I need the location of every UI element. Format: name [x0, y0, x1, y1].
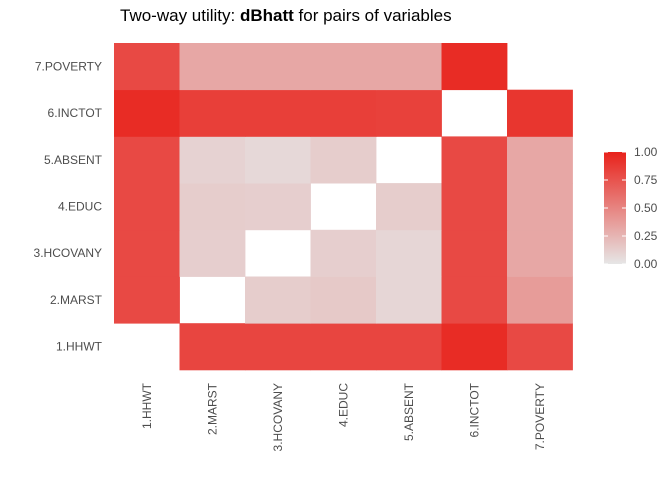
heatmap-cell-3.HCOVANY-2.MARST [179, 229, 246, 277]
heatmap-cell-3.HCOVANY-6.INCTOT [441, 229, 508, 277]
chart-title-metric: dBhatt [239, 6, 294, 25]
legend-tick-label: 0.00 [634, 257, 658, 271]
heatmap-cell-2.MARST-4.EDUC [310, 276, 377, 324]
x-tick-label: 3.HCOVANY [271, 383, 285, 451]
heatmap-cell-6.INCTOT-2.MARST [179, 89, 246, 137]
x-tick-label: 5.ABSENT [402, 382, 416, 441]
heatmap-cell-4.EDUC-5.ABSENT [376, 183, 442, 231]
x-tick-label: 6.INCTOT [467, 382, 481, 437]
heatmap-cells [114, 43, 573, 371]
y-tick-label: 3.HCOVANY [34, 246, 102, 260]
heatmap-cell-5.ABSENT-7.POVERTY [507, 136, 573, 184]
heatmap-cell-6.INCTOT-4.EDUC [310, 89, 377, 137]
heatmap-cell-5.ABSENT-2.MARST [179, 136, 246, 184]
y-tick-label: 6.INCTOT [48, 106, 103, 120]
heatmap-cell-6.INCTOT-7.POVERTY [507, 89, 573, 137]
y-axis-tick-labels: 1.HHWT 2.MARST 3.HCOVANY 4.EDUC 5.ABSENT 6.IN… [34, 59, 103, 353]
heatmap-cell-1.HHWT-2.MARST [179, 323, 246, 371]
heatmap-cell-1.HHWT-4.EDUC [310, 323, 377, 371]
heatmap-cell-4.EDUC-2.MARST [179, 183, 246, 231]
heatmap-cell-1.HHWT-6.INCTOT [441, 323, 508, 371]
heatmap-cell-7.POVERTY-3.HCOVANY [245, 43, 311, 91]
heatmap-cell-7.POVERTY-5.ABSENT [376, 43, 442, 91]
legend-tick-label: 0.75 [634, 173, 658, 187]
x-tick-label: 2.MARST [205, 382, 219, 435]
chart-title: Two-way utility: dBhatt for pairs of var… [120, 6, 452, 26]
heatmap-cell-3.HCOVANY-7.POVERTY [507, 229, 573, 277]
heatmap-cell-4.EDUC-7.POVERTY [507, 183, 573, 231]
heatmap-cell-5.ABSENT-3.HCOVANY [245, 136, 311, 184]
legend-tick-label: 0.50 [634, 201, 658, 215]
heatmap-cell-2.MARST-7.POVERTY [507, 276, 573, 324]
y-tick-label: 5.ABSENT [44, 153, 103, 167]
heatmap-cell-3.HCOVANY-1.HHWT [114, 229, 180, 277]
heatmap-cell-6.INCTOT-1.HHWT [114, 89, 180, 137]
heatmap-cell-1.HHWT-7.POVERTY [507, 323, 573, 371]
heatmap-cell-3.HCOVANY-5.ABSENT [376, 229, 442, 277]
heatmap-cell-4.EDUC-1.HHWT [114, 183, 180, 231]
heatmap-cell-7.POVERTY-4.EDUC [310, 43, 377, 91]
heatmap-cell-2.MARST-3.HCOVANY [245, 276, 311, 324]
legend-tick-label: 1.00 [634, 145, 658, 159]
heatmap-cell-2.MARST-1.HHWT [114, 276, 180, 324]
legend-colorbar [604, 152, 626, 264]
heatmap-cell-7.POVERTY-2.MARST [179, 43, 246, 91]
x-tick-label: 4.EDUC [336, 383, 350, 427]
chart-title-suffix: for pairs of variables [293, 6, 452, 25]
y-tick-label: 1.HHWT [56, 340, 103, 354]
chart-title-prefix: Two-way utility: [120, 6, 240, 25]
heatmap-cell-1.HHWT-3.HCOVANY [245, 323, 311, 371]
heatmap-cell-2.MARST-6.INCTOT [441, 276, 508, 324]
y-tick-label: 4.EDUC [58, 199, 102, 213]
heatmap-cell-2.MARST-5.ABSENT [376, 276, 442, 324]
heatmap-cell-4.EDUC-6.INCTOT [441, 183, 508, 231]
x-tick-label: 1.HHWT [140, 382, 154, 429]
heatmap-cell-5.ABSENT-1.HHWT [114, 136, 180, 184]
y-tick-label: 2.MARST [50, 293, 103, 307]
heatmap-cell-3.HCOVANY-4.EDUC [310, 229, 377, 277]
heatmap-cell-6.INCTOT-5.ABSENT [376, 89, 442, 137]
heatmap-cell-7.POVERTY-6.INCTOT [441, 43, 508, 91]
heatmap-cell-1.HHWT-5.ABSENT [376, 323, 442, 371]
legend-tick-label: 0.25 [634, 229, 658, 243]
heatmap-cell-7.POVERTY-1.HHWT [114, 43, 180, 91]
color-legend: 0.00 0.25 0.50 0.75 1.00 [604, 145, 658, 271]
x-tick-label: 7.POVERTY [533, 383, 547, 450]
y-tick-label: 7.POVERTY [35, 59, 102, 73]
heatmap-cell-5.ABSENT-4.EDUC [310, 136, 377, 184]
heatmap-cell-5.ABSENT-6.INCTOT [441, 136, 508, 184]
x-axis-tick-labels: 1.HHWT 2.MARST 3.HCOVANY 4.EDUC 5.ABSENT 6.IN… [140, 382, 547, 451]
heatmap-cell-6.INCTOT-3.HCOVANY [245, 89, 311, 137]
heatmap-cell-4.EDUC-3.HCOVANY [245, 183, 311, 231]
